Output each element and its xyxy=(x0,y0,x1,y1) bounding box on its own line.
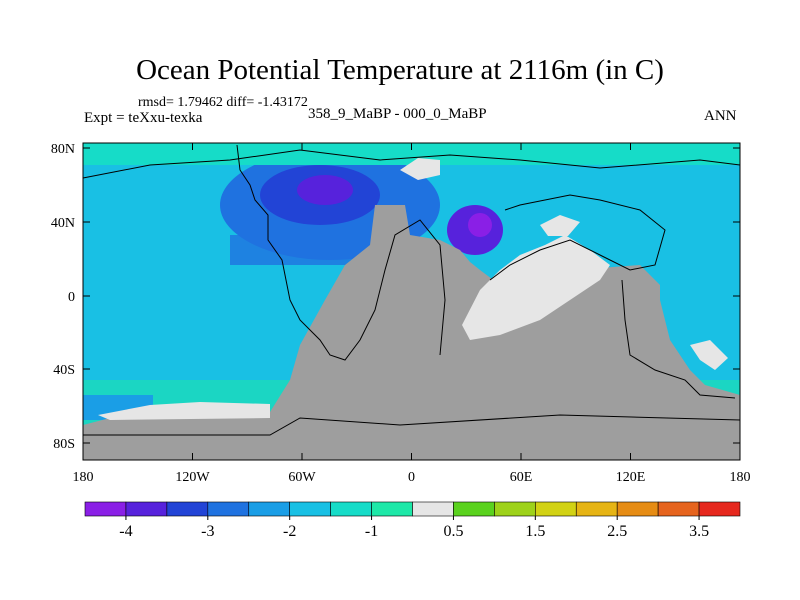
axes: 80N 40N 0 40S 80S 180 120W 60W 0 60E 120E 180 xyxy=(51,142,751,485)
rmsd-diff-stats: rmsd= 1.79462 diff= -1.43172 xyxy=(138,95,308,110)
colorbar-label: 1.5 xyxy=(525,523,545,540)
colorbar-swatch xyxy=(125,501,168,517)
colorbar-label: -3 xyxy=(201,523,214,540)
colorbar-label: 3.5 xyxy=(689,523,709,540)
lon-tick-label: 180 xyxy=(730,470,751,485)
colorbar: -4 -3 -2 -1 0.5 1.5 2.5 3.5 xyxy=(84,501,741,540)
arctic-neutral-patch xyxy=(400,158,440,180)
lon-tick-label: 0 xyxy=(408,470,415,485)
plot-title: Ocean Potential Temperature at 2116m (in… xyxy=(136,54,664,86)
colorbar-swatch xyxy=(616,501,659,517)
lat-tick-label: 80N xyxy=(51,142,75,157)
colorbar-swatch xyxy=(330,501,372,517)
season-label: ANN xyxy=(704,108,737,124)
colorbar-swatch xyxy=(207,501,250,517)
coastline-north xyxy=(82,149,741,179)
lat-tick-label: 40S xyxy=(53,363,75,378)
colorbar-label: -4 xyxy=(119,523,132,540)
north-atlantic-anomaly-core xyxy=(297,175,353,205)
neutral-region xyxy=(462,235,610,340)
colorbar-swatch xyxy=(698,501,741,517)
colorbar-swatch xyxy=(453,501,495,517)
colorbar-swatch xyxy=(494,501,536,517)
coastline-east xyxy=(489,194,666,281)
lon-tick-label: 60E xyxy=(510,470,533,485)
colorbar-swatch xyxy=(248,501,290,517)
colorbar-swatch xyxy=(166,501,209,517)
difference-label: 358_9_MaBP - 000_0_MaBP xyxy=(308,106,487,122)
colorbar-swatch xyxy=(575,501,618,517)
map-panel xyxy=(82,143,741,460)
lat-tick-label: 0 xyxy=(68,290,75,305)
coastline-west xyxy=(236,144,446,361)
tethys-anomaly-peak xyxy=(468,213,492,237)
colorbar-swatch xyxy=(371,501,413,517)
colorbar-label: 2.5 xyxy=(607,523,627,540)
colorbar-swatch xyxy=(535,501,577,517)
experiment-label: Expt = teXxu-texka xyxy=(84,110,203,126)
antarctic-neutral-patch xyxy=(98,402,270,420)
lat-tick-label: 40N xyxy=(51,216,75,231)
lon-tick-label: 120E xyxy=(616,470,646,485)
arctic-green-band xyxy=(83,143,740,165)
colorbar-label: 0.5 xyxy=(443,523,463,540)
asia-neutral-patch xyxy=(540,215,580,236)
lon-tick-label: 60W xyxy=(288,470,316,485)
colorbar-swatch xyxy=(84,501,127,517)
coastline-south xyxy=(83,414,741,436)
colorbar-label: -2 xyxy=(283,523,296,540)
colorbar-swatch xyxy=(657,501,700,517)
coastline-southeast xyxy=(621,279,736,399)
lon-tick-label: 180 xyxy=(73,470,94,485)
colorbar-label: -1 xyxy=(365,523,378,540)
lat-tick-label: 80S xyxy=(53,437,75,452)
east-pacific-neutral-patch xyxy=(690,340,728,370)
lon-tick-label: 120W xyxy=(175,470,210,485)
colorbar-swatch xyxy=(412,501,454,517)
colorbar-swatch xyxy=(289,501,331,517)
